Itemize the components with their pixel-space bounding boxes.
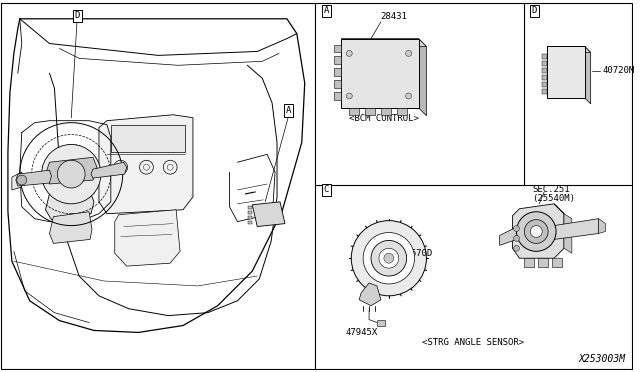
Bar	[248, 211, 252, 214]
Bar	[335, 92, 341, 100]
Polygon shape	[252, 202, 285, 227]
Circle shape	[371, 240, 406, 276]
Bar	[547, 46, 585, 98]
Polygon shape	[524, 258, 534, 267]
Text: 28431: 28431	[380, 12, 407, 21]
Circle shape	[346, 51, 352, 57]
Bar	[381, 108, 391, 115]
Text: (25540M): (25540M)	[532, 194, 575, 203]
Polygon shape	[554, 204, 572, 253]
Polygon shape	[598, 219, 605, 234]
Polygon shape	[91, 162, 127, 178]
Bar	[365, 108, 375, 115]
Polygon shape	[419, 39, 426, 116]
Polygon shape	[49, 212, 92, 243]
Circle shape	[524, 219, 548, 243]
Polygon shape	[585, 46, 591, 104]
Circle shape	[406, 51, 412, 57]
Polygon shape	[16, 170, 51, 186]
Polygon shape	[12, 172, 22, 190]
Text: C: C	[324, 186, 329, 195]
Bar	[542, 75, 547, 80]
Text: A: A	[324, 6, 329, 15]
Circle shape	[346, 93, 352, 99]
Bar	[335, 57, 341, 64]
Bar	[377, 320, 385, 326]
Circle shape	[58, 160, 85, 188]
Circle shape	[384, 253, 394, 263]
Circle shape	[513, 225, 520, 231]
Circle shape	[513, 246, 520, 251]
Text: <STRG ANGLE SENSOR>: <STRG ANGLE SENSOR>	[422, 338, 524, 347]
Polygon shape	[538, 258, 548, 267]
Polygon shape	[359, 283, 381, 306]
Text: D: D	[532, 6, 537, 15]
Bar	[335, 68, 341, 76]
Text: <BCM CONTROL>: <BCM CONTROL>	[349, 114, 419, 123]
Bar	[335, 80, 341, 88]
Text: SEC.251: SEC.251	[532, 185, 570, 194]
Text: X253003M: X253003M	[579, 354, 625, 364]
Circle shape	[406, 93, 412, 99]
Text: 47945X: 47945X	[345, 328, 377, 337]
Bar	[335, 45, 341, 52]
Bar	[542, 61, 547, 66]
Bar	[542, 89, 547, 94]
Polygon shape	[513, 204, 564, 258]
Bar	[248, 206, 252, 209]
Circle shape	[531, 225, 542, 237]
Bar	[542, 54, 547, 60]
Bar	[542, 68, 547, 73]
Polygon shape	[341, 39, 426, 46]
Circle shape	[363, 232, 415, 284]
Bar	[397, 108, 406, 115]
Text: C: C	[72, 205, 77, 214]
Polygon shape	[45, 189, 94, 219]
Bar	[341, 39, 419, 108]
Text: D: D	[74, 11, 80, 20]
Circle shape	[379, 248, 399, 268]
Bar	[349, 108, 359, 115]
Text: 40720M: 40720M	[602, 66, 635, 75]
Circle shape	[42, 144, 101, 204]
Bar	[111, 125, 185, 153]
Circle shape	[516, 212, 556, 251]
Text: 47670D: 47670D	[401, 249, 433, 258]
Polygon shape	[500, 225, 520, 246]
Polygon shape	[99, 115, 193, 214]
Polygon shape	[554, 219, 598, 240]
Polygon shape	[115, 210, 180, 266]
Circle shape	[513, 235, 520, 241]
Circle shape	[17, 175, 27, 185]
Bar	[248, 221, 252, 224]
Polygon shape	[547, 46, 591, 52]
Bar	[542, 82, 547, 87]
Bar	[248, 216, 252, 219]
Polygon shape	[552, 258, 562, 267]
Polygon shape	[45, 157, 97, 184]
Text: A: A	[286, 106, 292, 115]
Circle shape	[351, 221, 426, 296]
